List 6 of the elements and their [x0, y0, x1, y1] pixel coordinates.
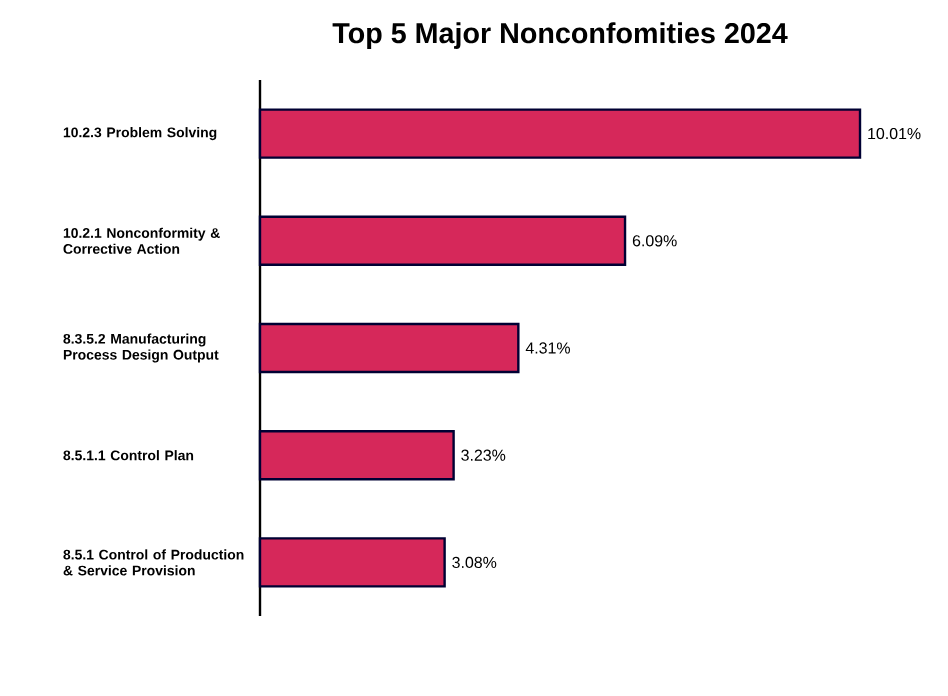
bar — [258, 215, 627, 266]
bar — [258, 322, 520, 374]
bar — [258, 430, 455, 481]
bar — [258, 537, 446, 588]
chart-title: Top 5 Major Nonconfomities 2024 — [332, 22, 788, 50]
bar — [258, 108, 862, 159]
